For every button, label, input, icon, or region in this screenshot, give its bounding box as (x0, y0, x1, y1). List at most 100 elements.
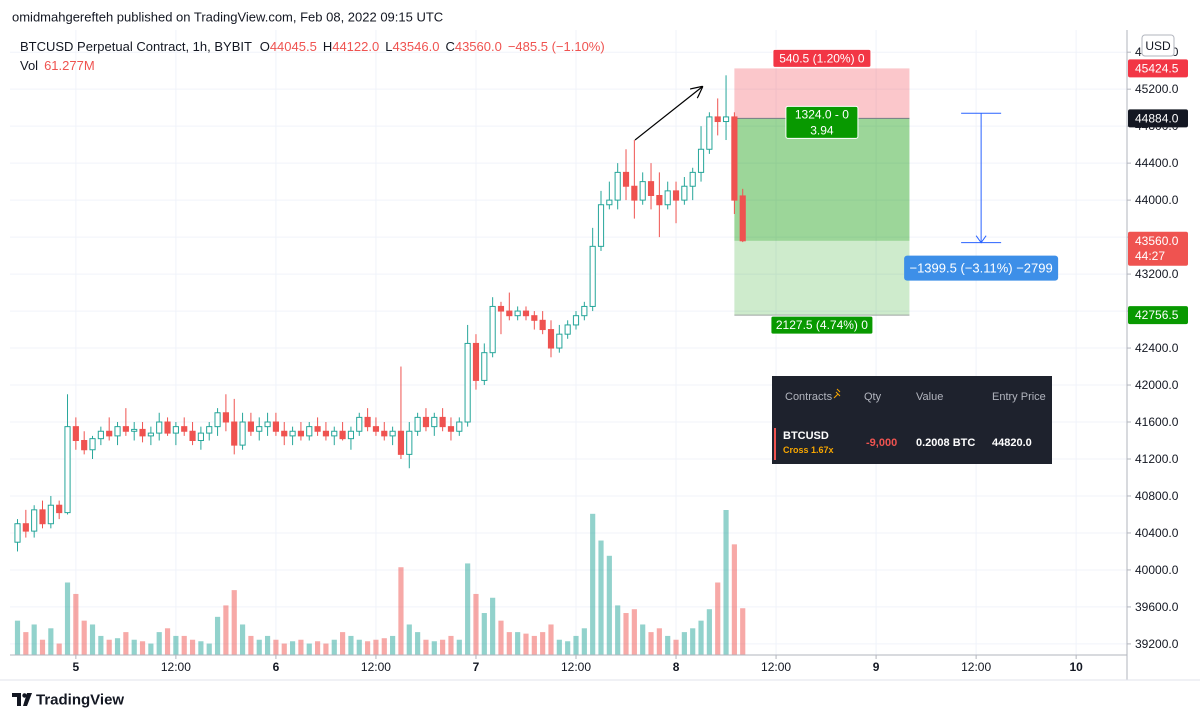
currency-button[interactable] (1141, 34, 1175, 57)
volume-bar (106, 639, 112, 655)
volume-bar (540, 632, 546, 655)
volume-bar (239, 624, 246, 655)
volume-bar (198, 641, 204, 655)
volume-bar (473, 593, 479, 655)
stop-label-text: 540.5 (1.20%) 0 (779, 51, 865, 65)
currency-label[interactable]: USD (1145, 39, 1171, 53)
y-tick-label: 41200.0 (1135, 452, 1179, 466)
volume-bar (481, 613, 487, 655)
volume-bar (256, 639, 262, 655)
trend-arrow (634, 87, 702, 141)
candle-body (439, 416, 446, 428)
y-tick-label: 41600.0 (1135, 415, 1179, 429)
legend-ohlc-name: C (445, 39, 454, 54)
pin-icon (833, 388, 841, 399)
volume-bar (81, 620, 87, 655)
candle-body (397, 430, 405, 455)
measure-label: −1399.5 (−3.11%) −2799 (909, 261, 1052, 276)
legend-ohlc-name: O (260, 39, 270, 54)
candle-body (364, 416, 371, 428)
legend-ohlc-name: H (323, 39, 332, 54)
candle-body (106, 430, 113, 437)
volume-bar (465, 563, 471, 655)
volume-bar (531, 635, 537, 655)
x-tick-label: 7 (473, 660, 480, 674)
volume-bar (640, 624, 646, 655)
volume-bar (214, 616, 221, 655)
x-tick-label: 5 (73, 660, 80, 674)
x-tick-label: 12:00 (161, 660, 191, 674)
logo-mark (12, 693, 21, 706)
candle-body (47, 504, 54, 525)
legend-ohlc-value: 43546.0 (392, 39, 439, 54)
y-tick-label: 42400.0 (1135, 341, 1179, 355)
candle-body (472, 342, 480, 381)
candle-body (156, 421, 163, 434)
candle-body (31, 509, 38, 532)
volume-bar (431, 641, 437, 655)
volume-bar (139, 641, 146, 655)
panel-symbol[interactable]: BTCUSD (783, 430, 829, 442)
volume-bar (706, 609, 712, 655)
volume-bar (164, 628, 171, 655)
volume-bar (148, 643, 154, 655)
volume-bar (248, 635, 254, 655)
logo-mark (23, 693, 32, 706)
x-tick-label: 9 (873, 660, 880, 674)
last-price-box (1128, 231, 1188, 266)
volume-bar (39, 639, 46, 655)
legend-ohlc-value: 44122.0 (332, 39, 379, 54)
candle-body (247, 421, 254, 432)
candle-body (347, 430, 355, 440)
y-tick-label: 39200.0 (1135, 637, 1179, 651)
candle-body (539, 319, 546, 331)
candle-body (339, 430, 346, 440)
candle-body (706, 116, 713, 150)
volume-bar (731, 544, 737, 655)
stop-price: 45424.5 (1135, 61, 1179, 75)
volume-bar (423, 639, 429, 655)
volume-bar (89, 624, 96, 655)
volume-bar (273, 639, 279, 655)
volume-bar (123, 632, 129, 655)
candle-body (581, 305, 588, 317)
candle-body (722, 116, 730, 123)
legend-ohlc-value: 44045.5 (270, 39, 317, 54)
candle-body (172, 426, 179, 434)
volume-bar (23, 632, 29, 655)
candle-body (214, 412, 221, 428)
volume-bar (631, 609, 637, 655)
candle-body (464, 342, 471, 423)
volume-bar (231, 590, 237, 655)
volume-bar (206, 643, 212, 655)
volume-bar (131, 639, 137, 655)
candle-body (164, 421, 171, 434)
panel-header: Qty (864, 391, 882, 403)
y-tick-label: 42000.0 (1135, 378, 1179, 392)
volume-bar (506, 632, 512, 655)
candle-body (239, 421, 246, 446)
volume-bar (373, 639, 379, 655)
candle-body (306, 426, 313, 437)
volume-bar (98, 635, 104, 655)
candle-body (564, 324, 571, 335)
volume-bar (548, 624, 554, 655)
candle-body (314, 426, 321, 432)
candle-body (256, 426, 263, 432)
volume-bar (648, 632, 654, 655)
y-tick-label: 40000.0 (1135, 563, 1179, 577)
legend-volume: Vol 61.277M (20, 58, 95, 73)
candle-body (614, 171, 621, 201)
volume-bar (681, 632, 687, 655)
entry-label-text: 3.94 (810, 123, 834, 137)
panel-value: 0.2008 BTC (916, 437, 975, 449)
candle-body (647, 181, 655, 196)
candle-body (64, 426, 71, 514)
y-tick-label: 43200.0 (1135, 267, 1179, 281)
candle-body (572, 315, 580, 326)
candle-body (597, 204, 605, 247)
panel-header: Entry Price (992, 391, 1046, 403)
measure-label-box (904, 255, 1059, 281)
volume-bar (698, 620, 704, 655)
